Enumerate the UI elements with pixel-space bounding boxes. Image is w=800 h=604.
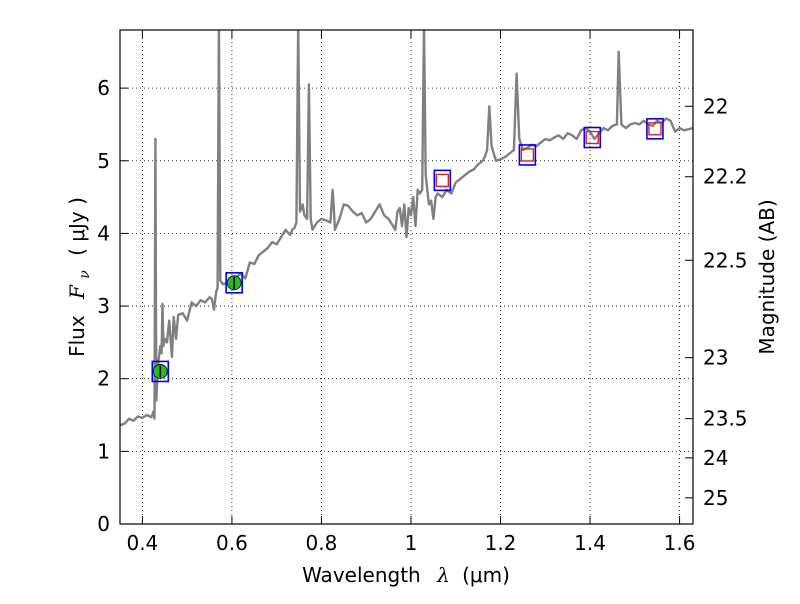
y2-tick-label: 24 [703,446,728,470]
y-axis-label-symbol: F [65,284,89,300]
spectrum-line [120,30,693,427]
non-detection-marker [585,130,599,145]
y-axis-label-unit: ( μJy ) [65,197,89,256]
x-tick-label: 1.6 [664,531,696,555]
x-axis-label-unit: (μm) [462,563,510,587]
model-flux-box [646,118,664,140]
model-flux-box [151,360,170,383]
x-tick-label: 0.8 [306,531,338,555]
y2-tick-label: 25 [703,486,728,510]
x-axis-label-text: Wavelength [302,563,421,587]
y2-tick-label: 23.5 [703,407,748,431]
y-tick-label: 1 [97,439,110,463]
model-flux-box [225,272,243,294]
y2-tick-label: 22.2 [703,165,748,189]
grid-layer [120,30,693,525]
y-tick-label: 4 [97,221,110,245]
x-tick-label: 1.2 [485,531,517,555]
model-flux-box [583,126,602,149]
y-tick-label: 3 [97,294,110,318]
tick-layer: 0.4 0.6 0.8 1 1.2 1.4 1.601234562222.222.52323… [97,30,748,555]
y-axis-label: Flux F ν ( μJy ) [65,197,94,357]
y-tick-label: 2 [97,367,110,391]
x-axis-label: Wavelength λ (μm) [302,563,510,587]
x-tick-label: 0.4 [126,531,158,555]
y2-tick-label: 22 [703,94,728,118]
y-axis-label-text: Flux [65,315,89,357]
plot-layer [120,30,693,427]
y2-tick-label: 23 [703,346,728,370]
non-detection-marker [435,173,450,188]
plot-frame [119,29,694,525]
model-flux-box [433,169,452,192]
non-detection-marker [648,122,662,136]
marker-layer [151,118,664,383]
y-tick-label: 5 [97,149,110,173]
y-axis-label-subscript: ν [77,270,93,279]
model-flux-box [518,144,537,166]
x-tick-label: 1 [405,531,418,555]
y-tick-label: 6 [97,76,110,100]
x-axis-label-symbol: λ [436,563,450,587]
y2-tick-label: 22.5 [703,248,748,272]
x-tick-label: 0.6 [216,531,248,555]
non-detection-marker [520,148,535,162]
x-tick-label: 1.4 [574,531,606,555]
y-tick-label: 0 [97,512,110,536]
y2-axis-label: Magnitude (AB) [755,199,779,354]
